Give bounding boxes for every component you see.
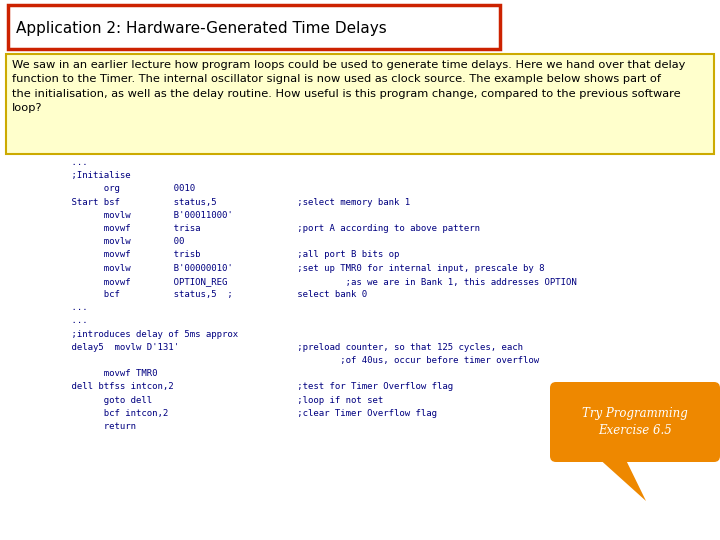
- Text: Try Programming
Exercise 6.5: Try Programming Exercise 6.5: [582, 407, 688, 437]
- FancyBboxPatch shape: [8, 5, 500, 49]
- FancyBboxPatch shape: [6, 54, 714, 154]
- Polygon shape: [596, 456, 646, 501]
- Text: We saw in an earlier lecture how program loops could be used to generate time de: We saw in an earlier lecture how program…: [12, 60, 685, 113]
- FancyBboxPatch shape: [550, 382, 720, 462]
- Text: ...
    ;Initialise
          org          0010
    Start bsf          status,5 : ... ;Initialise org 0010 Start bsf statu…: [50, 158, 577, 431]
- Text: Application 2: Hardware-Generated Time Delays: Application 2: Hardware-Generated Time D…: [16, 22, 387, 37]
